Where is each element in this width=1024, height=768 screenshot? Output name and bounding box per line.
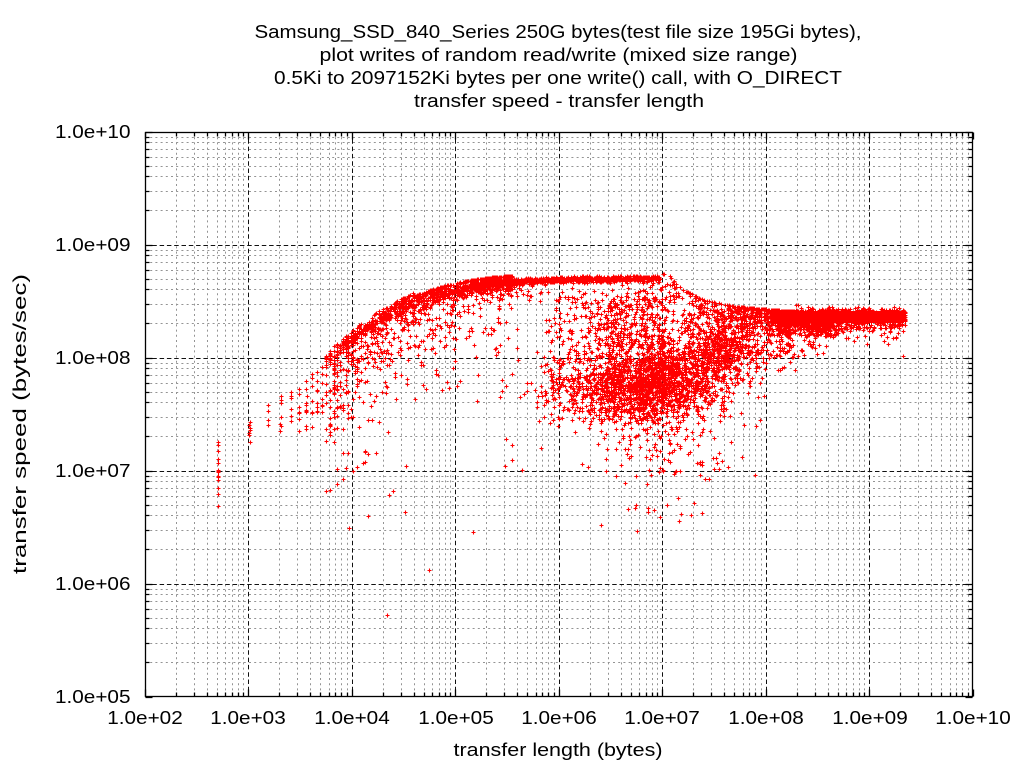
svg-text:transfer speed (bytes/sec): transfer speed (bytes/sec) — [10, 274, 30, 574]
svg-text:1.0e+10: 1.0e+10 — [55, 122, 131, 142]
svg-text:1.0e+07: 1.0e+07 — [55, 461, 131, 481]
svg-text:plot writes of random read/wri: plot writes of random read/write (mixed … — [320, 45, 798, 65]
svg-text:1.0e+03: 1.0e+03 — [210, 708, 286, 728]
svg-text:Samsung_SSD_840_Series 250G by: Samsung_SSD_840_Series 250G bytes(test f… — [255, 22, 862, 43]
svg-text:transfer speed - transfer leng: transfer speed - transfer length — [414, 91, 704, 111]
svg-text:1.0e+07: 1.0e+07 — [624, 708, 700, 728]
svg-text:1.0e+02: 1.0e+02 — [107, 708, 183, 728]
svg-text:1.0e+06: 1.0e+06 — [521, 708, 597, 728]
svg-text:1.0e+10: 1.0e+10 — [935, 708, 1011, 728]
svg-text:0.5Ki to 2097152Ki bytes per o: 0.5Ki to 2097152Ki bytes per one write()… — [274, 68, 842, 89]
svg-text:1.0e+05: 1.0e+05 — [55, 687, 131, 707]
svg-text:1.0e+09: 1.0e+09 — [832, 708, 908, 728]
svg-text:transfer length (bytes): transfer length (bytes) — [454, 740, 663, 760]
svg-text:1.0e+05: 1.0e+05 — [418, 708, 494, 728]
svg-text:1.0e+08: 1.0e+08 — [728, 708, 804, 728]
svg-text:1.0e+09: 1.0e+09 — [55, 235, 131, 255]
svg-text:1.0e+08: 1.0e+08 — [55, 348, 131, 368]
svg-text:1.0e+06: 1.0e+06 — [55, 574, 131, 594]
svg-text:1.0e+04: 1.0e+04 — [314, 708, 390, 728]
